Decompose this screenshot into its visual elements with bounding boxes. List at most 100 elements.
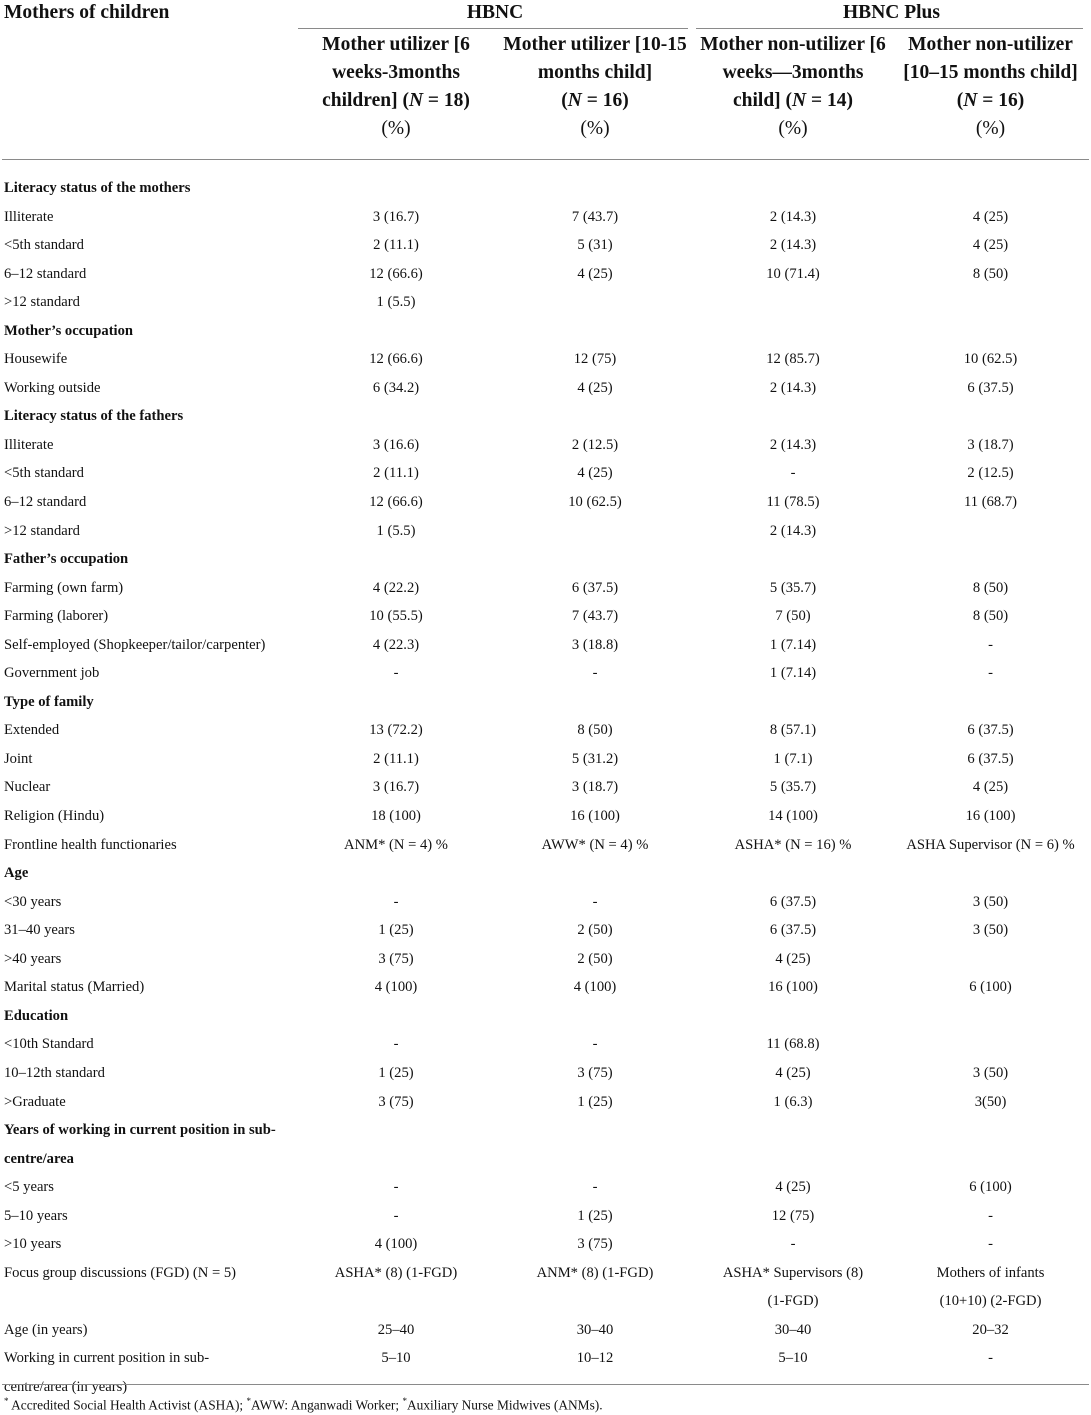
cell-col-4: 2 (12.5) xyxy=(967,465,1014,482)
cell-col-2: - xyxy=(592,665,598,682)
cell-col-4: 4 (25) xyxy=(972,779,1009,796)
section-label: Years of working in current position in … xyxy=(4,1122,276,1167)
table-row: Illiterate 3 (16.7) 7 (43.7) 2 (14.3) 4 (25) xyxy=(2,203,1089,232)
table-row: Marital status (Married) 4 (100) 4 (100) 16… xyxy=(2,973,1089,1002)
cell-col-1: 25–40 xyxy=(377,1321,415,1338)
cell-col-1: 3 (75) xyxy=(378,950,414,967)
row-label: Frontline health functionaries xyxy=(4,836,177,853)
cell-col-4 xyxy=(892,288,1089,317)
cell-col-4: 3 (50) xyxy=(972,1064,1009,1081)
row-label: Working outside xyxy=(4,379,101,396)
column-header-1-line4: (%) xyxy=(381,118,411,139)
table-row: Age (in years) 25–40 30–40 30–40 20–32 xyxy=(2,1316,1089,1345)
cell-col-4: 4 (25) xyxy=(972,208,1009,225)
cell-col-3 xyxy=(694,688,892,717)
row-label: Farming (laborer) xyxy=(4,608,109,625)
column-header-blank xyxy=(2,30,296,160)
row-label: <10th Standard xyxy=(4,1036,94,1053)
cell-col-3: 1 (6.3) xyxy=(773,1093,813,1110)
cell-col-3: 11 (78.5) xyxy=(766,494,820,511)
cell-col-1 xyxy=(296,174,496,203)
cell-col-4 xyxy=(892,1002,1089,1031)
cell-col-1: ASHA* (8) (1-FGD) xyxy=(334,1264,458,1281)
column-header-2: Mother utilizer [10-15 months child] (N … xyxy=(496,30,694,160)
row-label: Age (in years) xyxy=(4,1321,88,1338)
cell-col-4 xyxy=(892,545,1089,574)
cell-col-4 xyxy=(892,402,1089,431)
cell-col-3: 5 (35.7) xyxy=(769,579,817,596)
cell-col-2: 30–40 xyxy=(576,1321,614,1338)
cell-col-2: 4 (100) xyxy=(573,979,617,996)
table-row: Farming (laborer) 10 (55.5) 7 (43.7) 7 (50)… xyxy=(2,602,1089,631)
cell-col-1: 6 (34.2) xyxy=(372,379,420,396)
cell-col-4: 6 (100) xyxy=(969,1179,1012,1196)
cell-col-2: 6 (37.5) xyxy=(571,579,619,596)
cell-col-2: 10 (62.5) xyxy=(568,494,622,511)
footnote-anm: Auxiliary Nurse Midwives (ANMs). xyxy=(406,1397,603,1413)
column-header-1: Mother utilizer [6 weeks-3months childre… xyxy=(296,30,496,160)
cell-col-3: ASHA* (N = 16) % xyxy=(734,836,852,853)
row-label: Marital status (Married) xyxy=(4,979,145,996)
table-row: 6–12 standard 12 (66.6) 10 (62.5) 11 (78.5)… xyxy=(2,488,1089,517)
cell-col-1: 12 (66.6) xyxy=(369,265,423,282)
group-header-row: Mothers of children HBNC HBNC Plus xyxy=(2,0,1089,30)
table-row: Farming (own farm) 4 (22.2) 6 (37.5) 5 (35.… xyxy=(2,574,1089,603)
row-label: Religion (Hindu) xyxy=(4,808,105,825)
cell-col-1 xyxy=(296,402,496,431)
cell-col-2: 4 (25) xyxy=(577,465,613,482)
cell-col-3 xyxy=(694,1002,892,1031)
cell-col-1: - xyxy=(393,1179,399,1196)
section-label: Father’s occupation xyxy=(4,551,129,568)
cell-col-4 xyxy=(892,517,1089,546)
cell-col-4: 3 (18.7) xyxy=(967,436,1014,453)
table-row: Working outside 6 (34.2) 4 (25) 2 (14.3) 6 (… xyxy=(2,374,1089,403)
table-row: 31–40 years 1 (25) 2 (50) 6 (37.5) 3 (50) xyxy=(2,916,1089,945)
cell-col-3 xyxy=(694,545,892,574)
cell-col-1: 12 (66.6) xyxy=(369,351,423,368)
cell-col-1: - xyxy=(393,1036,399,1053)
cell-col-3: 4 (25) xyxy=(775,950,811,967)
cell-col-2: 5 (31) xyxy=(577,237,613,254)
table-row: Religion (Hindu) 18 (100) 16 (100) 14 (100)… xyxy=(2,802,1089,831)
table-row: 5–10 years - 1 (25) 12 (75) - xyxy=(2,1202,1089,1231)
cell-col-1: 10 (55.5) xyxy=(369,608,423,625)
cell-col-3: 1 (7.14) xyxy=(769,665,817,682)
cell-col-3: 6 (37.5) xyxy=(769,893,817,910)
cell-col-1 xyxy=(296,317,496,346)
cell-col-1 xyxy=(296,1002,496,1031)
cell-col-1: 13 (72.2) xyxy=(369,722,423,739)
section-label: Literacy status of the mothers xyxy=(4,180,191,196)
section-row: Mother’s occupation xyxy=(2,317,1089,346)
cell-col-2: 3 (18.7) xyxy=(571,779,619,796)
column-header-2-line2: months child] xyxy=(537,62,653,83)
cell-col-4: 4 (25) xyxy=(972,237,1009,254)
cell-col-3 xyxy=(694,402,892,431)
table-row: Illiterate 3 (16.6) 2 (12.5) 2 (14.3) 3 (18.… xyxy=(2,431,1089,460)
cell-col-1: 3 (16.7) xyxy=(372,208,420,225)
cell-col-1: 3 (16.6) xyxy=(372,436,420,453)
table-row: 10–12th standard 1 (25) 3 (75) 4 (25) 3 (50) xyxy=(2,1059,1089,1088)
cell-col-3: 12 (75) xyxy=(771,1207,815,1224)
cell-col-2 xyxy=(496,517,694,546)
column-header-4-line4: (%) xyxy=(975,118,1006,139)
cell-col-2: 7 (43.7) xyxy=(571,608,619,625)
section-label: Type of family xyxy=(4,693,94,710)
row-label: Focus group discussions (FGD) (N = 5) xyxy=(4,1264,236,1281)
cell-col-4: - xyxy=(988,1350,993,1367)
table-row: >12 standard 1 (5.5) 2 (14.3) xyxy=(2,517,1089,546)
cell-col-2: ANM* (8) (1-FGD) xyxy=(536,1264,654,1281)
cell-col-1: 5–10 xyxy=(381,1350,411,1367)
column-header-3-line1: Mother non-utilizer [6 xyxy=(700,34,886,55)
cell-col-4 xyxy=(892,688,1089,717)
cell-col-3: 2 (14.3) xyxy=(769,208,817,225)
row-label: 5–10 years xyxy=(4,1207,68,1224)
cell-col-3: 10 (71.4) xyxy=(766,265,820,282)
cell-col-2 xyxy=(496,1116,694,1173)
section-label: Mother’s occupation xyxy=(4,322,134,339)
cell-col-2: 4 (25) xyxy=(577,265,613,282)
row-label: <30 years xyxy=(4,893,62,910)
table-row: >12 standard 1 (5.5) xyxy=(2,288,1089,317)
cell-col-4: 16 (100) xyxy=(965,808,1016,825)
cell-col-1 xyxy=(296,1116,496,1173)
table-row: Focus group discussions (FGD) (N = 5) ASH… xyxy=(2,1259,1089,1316)
